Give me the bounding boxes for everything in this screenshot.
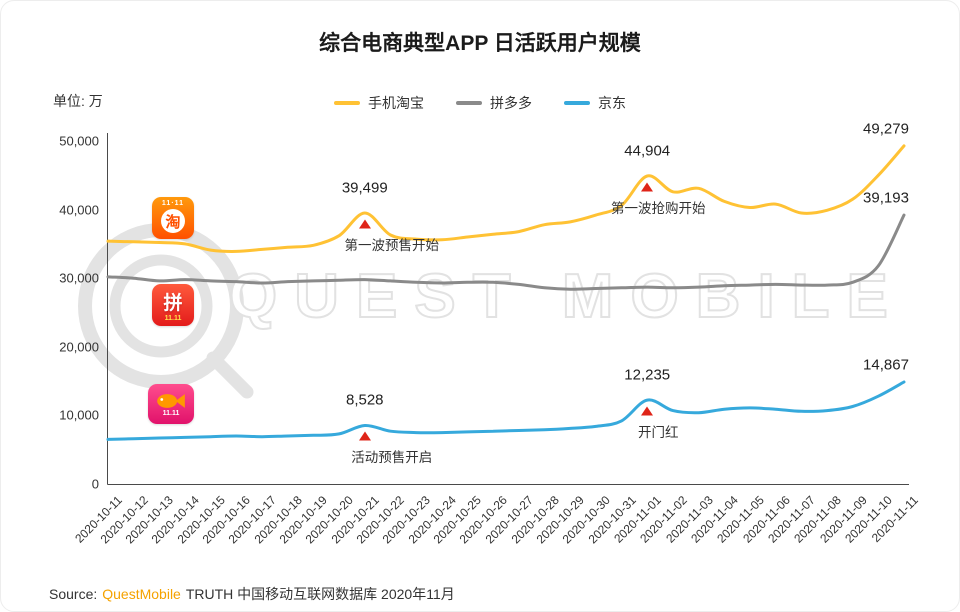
annotation-note: 第一波预售开始: [344, 238, 440, 254]
peak-marker-icon: [358, 431, 371, 441]
legend-item-拼多多: 拼多多: [456, 93, 532, 113]
annotation-note: 开门红: [637, 425, 679, 441]
y-axis-label: 50,000: [59, 133, 99, 149]
taobao-glyph-char: 淘: [165, 213, 181, 231]
source-prefix: Source:: [49, 586, 98, 602]
source-brand: QuestMobile: [102, 586, 181, 602]
legend-item-京东: 京东: [564, 93, 626, 113]
y-axis-label: 0: [91, 476, 99, 492]
legend-label: 拼多多: [490, 95, 532, 111]
annotation-note: 活动预售开启: [351, 450, 433, 466]
legend-swatch: [564, 101, 590, 105]
annotation-value: 12,235: [624, 366, 671, 384]
source-line: Source: QuestMobile TRUTH 中国移动互联网数据库 2020年…: [49, 584, 455, 604]
peak-marker-icon: [641, 182, 654, 192]
source-rest: TRUTH 中国移动互联网数据库 2020年11月: [185, 586, 455, 602]
unit-label: 单位: 万: [53, 93, 103, 109]
legend-swatch: [456, 101, 482, 105]
pinduoduo-glyph: 拼: [163, 293, 183, 314]
questmobile-watermark: QUEST MOBILE: [228, 261, 905, 332]
annotation-note: 第一波抢购开始: [610, 200, 706, 216]
annotation-value: 39,499: [341, 179, 388, 197]
chart-title: 综合电商典型APP 日活跃用户规模: [319, 32, 641, 55]
taobao-glyph: 淘: [161, 209, 185, 233]
peak-marker-icon: [641, 406, 654, 416]
legend-swatch: [334, 101, 360, 105]
annotation-value: 14,867: [863, 356, 909, 374]
peak-marker-icon: [358, 219, 371, 229]
jd-app-icon: 11.11: [148, 384, 194, 424]
legend-item-手机淘宝: 手机淘宝: [334, 93, 424, 113]
jd-banner-label: 11.11: [162, 410, 180, 417]
taobao-app-icon: 11·11 淘: [152, 197, 194, 239]
annotation-value: 49,279: [863, 120, 909, 138]
legend: 手机淘宝 拼多多 京东: [1, 93, 959, 113]
y-axis-label: 40,000: [59, 202, 99, 218]
annotation-value: 44,904: [624, 142, 671, 160]
y-axis-label: 30,000: [59, 270, 99, 286]
fish-icon: [157, 394, 185, 408]
pinduoduo-banner-label: 11.11: [164, 315, 182, 322]
legend-label: 京东: [598, 95, 626, 111]
annotation-value: 8,528: [345, 391, 384, 409]
taobao-banner-label: 11·11: [161, 200, 185, 207]
annotation-value: 39,193: [863, 189, 909, 207]
pinduoduo-app-icon: 拼 11.11: [152, 284, 194, 326]
y-axis-label: 20,000: [59, 339, 99, 355]
y-axis-label: 10,000: [59, 407, 99, 423]
legend-label: 手机淘宝: [368, 95, 424, 111]
